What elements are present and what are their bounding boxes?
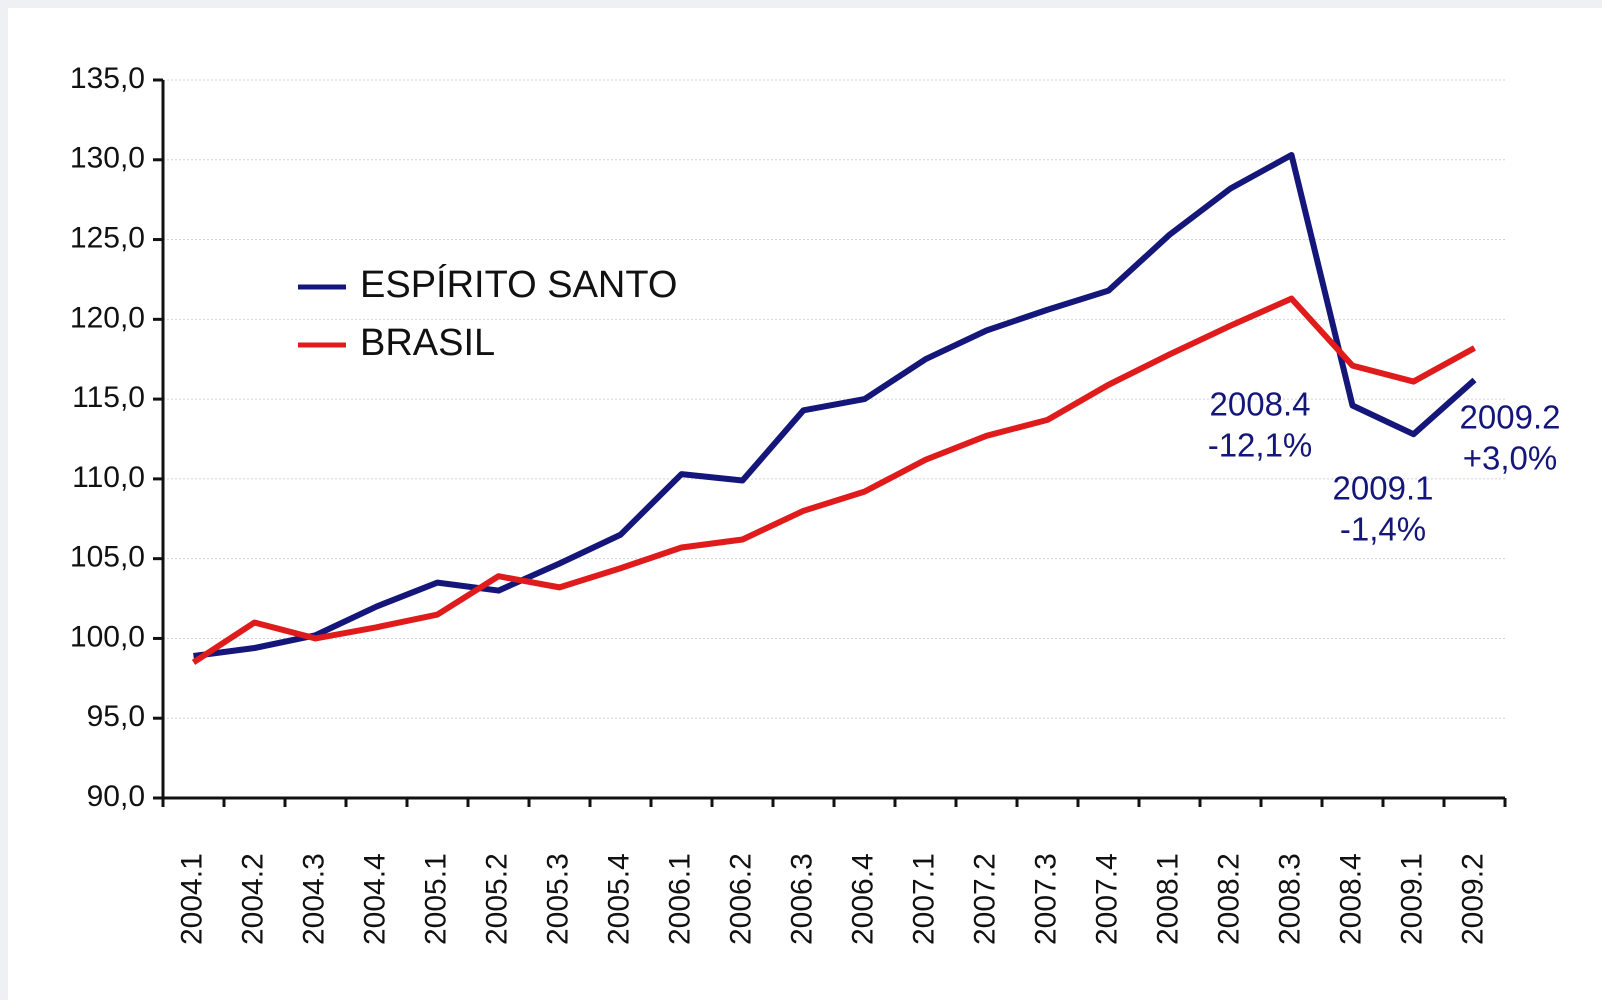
x-tick-label: 2008.2	[1212, 853, 1245, 945]
x-tick-label: 2006.3	[785, 853, 818, 945]
x-tick-label: 2006.4	[846, 853, 879, 945]
x-tick-label: 2009.2	[1456, 853, 1489, 945]
annotation: -1,4%	[1340, 511, 1426, 548]
x-tick-label: 2007.2	[968, 853, 1001, 945]
y-tick-label: 95,0	[87, 700, 145, 733]
annotation: 2009.2	[1460, 399, 1561, 436]
x-tick-label: 2005.3	[541, 853, 574, 945]
x-tick-label: 2004.3	[297, 853, 330, 945]
y-tick-label: 125,0	[70, 221, 145, 254]
x-tick-label: 2008.1	[1151, 853, 1184, 945]
legend-label: BRASIL	[360, 322, 495, 364]
annotation: -12,1%	[1208, 427, 1313, 464]
x-tick-label: 2008.3	[1273, 853, 1306, 945]
x-tick-label: 2004.2	[236, 853, 269, 945]
x-tick-label: 2007.3	[1029, 853, 1062, 945]
x-tick-label: 2007.1	[907, 853, 940, 945]
y-tick-label: 135,0	[70, 62, 145, 95]
x-tick-label: 2005.1	[419, 853, 452, 945]
x-tick-label: 2007.4	[1090, 853, 1123, 945]
chart-background	[8, 8, 1602, 1000]
y-tick-label: 100,0	[70, 620, 145, 653]
x-tick-label: 2004.1	[175, 853, 208, 945]
x-tick-label: 2008.4	[1334, 853, 1367, 945]
annotation: 2009.1	[1333, 470, 1434, 507]
annotation: +3,0%	[1463, 440, 1558, 477]
annotation: 2008.4	[1210, 386, 1311, 423]
x-tick-label: 2006.1	[663, 853, 696, 945]
series-line	[191, 295, 1476, 665]
x-tick-label: 2005.2	[480, 853, 513, 945]
y-tick-label: 90,0	[87, 780, 145, 813]
x-tick-label: 2004.4	[358, 853, 391, 945]
y-tick-label: 105,0	[70, 541, 145, 574]
y-tick-label: 130,0	[70, 142, 145, 175]
y-tick-label: 110,0	[72, 461, 145, 494]
legend-label: ESPÍRITO SANTO	[360, 263, 677, 306]
x-tick-label: 2005.4	[602, 853, 635, 945]
series-line	[193, 151, 1477, 659]
x-tick-label: 2006.2	[724, 853, 757, 945]
y-tick-label: 120,0	[70, 301, 145, 334]
x-tick-label: 2009.1	[1395, 853, 1428, 945]
y-tick-label: 115,0	[72, 381, 145, 414]
